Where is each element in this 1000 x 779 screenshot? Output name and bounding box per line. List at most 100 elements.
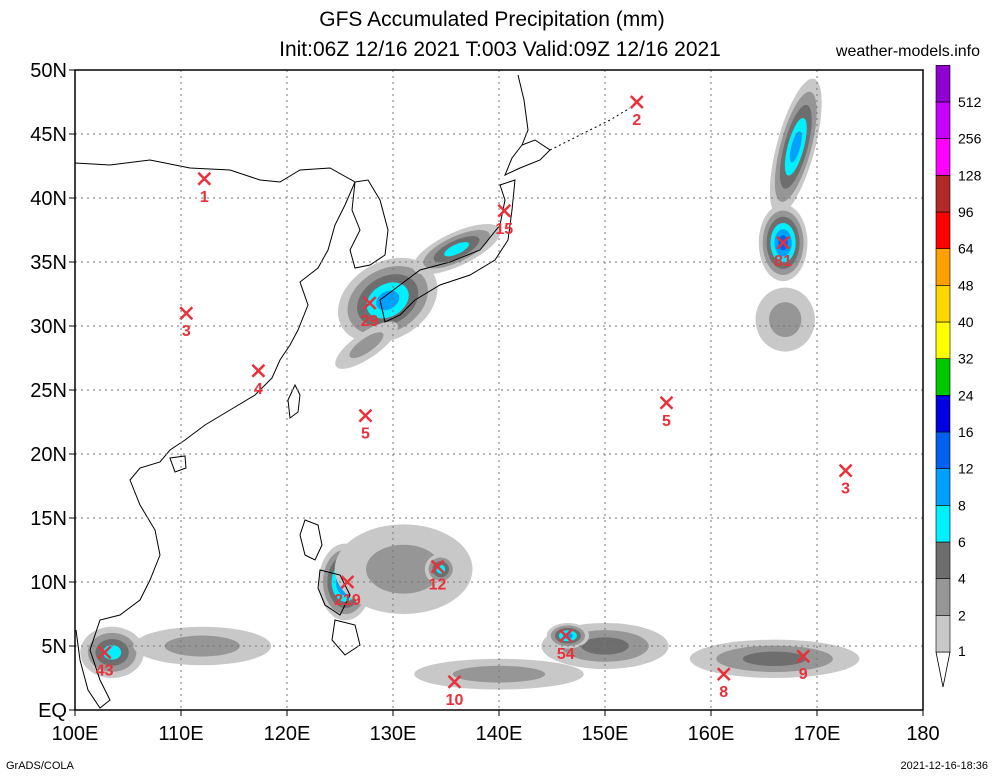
colorbar-box bbox=[935, 468, 951, 506]
marker-x-icon bbox=[179, 306, 194, 321]
marker-value: 12 bbox=[429, 577, 447, 594]
precip-area-11 bbox=[546, 622, 590, 649]
colorbar-box bbox=[935, 138, 951, 176]
lat-label: 35N bbox=[30, 252, 67, 274]
coast-kurils bbox=[549, 107, 631, 151]
precip-marker: 2 bbox=[629, 95, 644, 129]
marker-x-icon bbox=[659, 395, 674, 410]
colorbar-box bbox=[935, 541, 951, 579]
colorbar-level: 256 bbox=[958, 131, 982, 147]
colorbar-level: 32 bbox=[958, 351, 974, 367]
lon-label: 180 bbox=[906, 723, 939, 745]
lat-label: 40N bbox=[30, 188, 67, 210]
axis-labels: EQ 5N 10N 15N 20N 25N 30N 35N 40N 45N 50N 100E 110E 1… bbox=[30, 60, 939, 745]
map-subtitle: Init:06Z 12/16 2021 T:003 Valid:09Z 12/1… bbox=[279, 38, 721, 61]
marker-x-icon bbox=[251, 363, 266, 378]
colorbar-level: 8 bbox=[958, 497, 966, 513]
precip-shade bbox=[452, 665, 546, 683]
precip-marker: 3 bbox=[179, 306, 194, 340]
colorbar-box bbox=[935, 395, 951, 433]
precip-marker: 3 bbox=[838, 463, 853, 498]
colorbar-box bbox=[935, 65, 951, 103]
colorbar-box bbox=[935, 615, 951, 653]
lon-label: 110E bbox=[158, 723, 203, 745]
colorbar-level: 64 bbox=[958, 241, 974, 257]
lon-label: 140E bbox=[476, 723, 523, 745]
precip-marker: 5 bbox=[358, 408, 373, 443]
precip-area-1 bbox=[337, 257, 438, 343]
precip-area-8 bbox=[334, 524, 473, 614]
marker-value: 43 bbox=[96, 662, 114, 679]
marker-x-icon bbox=[497, 203, 512, 218]
colorbar-box bbox=[935, 248, 951, 286]
marker-x-icon bbox=[358, 408, 373, 423]
marker-value: 3 bbox=[841, 481, 850, 498]
colorbar-box bbox=[935, 175, 951, 213]
precip-area-4 bbox=[769, 78, 822, 215]
precip-shade bbox=[349, 332, 384, 359]
precip-marker: 10 bbox=[446, 674, 464, 709]
precip-area-12 bbox=[689, 639, 860, 678]
precip-marker: 12 bbox=[429, 559, 447, 594]
colorbar-level: 512 bbox=[958, 94, 982, 110]
marker-x-icon bbox=[629, 95, 644, 109]
precip-area-2 bbox=[412, 224, 501, 275]
precip-marker: 219 bbox=[334, 575, 361, 609]
lon-label: 100E bbox=[52, 723, 99, 745]
marker-x-icon bbox=[776, 235, 790, 250]
marker-x-icon bbox=[796, 649, 811, 664]
marker-value: 81 bbox=[774, 253, 792, 270]
colorbar-level: 12 bbox=[958, 461, 974, 477]
marker-x-icon bbox=[362, 296, 377, 310]
precip-marker: 81 bbox=[774, 235, 792, 270]
website-label: weather-models.info bbox=[835, 43, 980, 60]
precip-marker: 54 bbox=[557, 628, 575, 663]
lat-label: 25N bbox=[30, 380, 67, 402]
coast-visayas bbox=[317, 569, 351, 616]
marker-x-icon bbox=[716, 667, 731, 682]
lat-label: EQ bbox=[38, 700, 67, 722]
marker-value: 219 bbox=[334, 592, 361, 609]
colorbar-box bbox=[935, 211, 951, 249]
colorbar-level: 96 bbox=[958, 204, 974, 220]
colorbar-level: 4 bbox=[958, 571, 966, 587]
precip-area-3 bbox=[335, 321, 398, 369]
colorbar-box bbox=[935, 321, 951, 359]
lat-label: 5N bbox=[41, 636, 67, 658]
lat-label: 15N bbox=[30, 508, 67, 530]
precip-area-6 bbox=[755, 287, 815, 352]
lat-label: 30N bbox=[30, 316, 67, 338]
colorbar-level: 128 bbox=[958, 167, 982, 183]
coast-sakhalin bbox=[517, 74, 529, 146]
colorbar-box bbox=[935, 431, 951, 469]
marker-value: 5 bbox=[662, 413, 671, 430]
lon-label: 120E bbox=[264, 723, 311, 745]
marker-x-icon bbox=[197, 171, 212, 186]
generated-timestamp: 2021-12-16-18:36 bbox=[900, 760, 988, 772]
marker-x-icon bbox=[838, 463, 853, 478]
marker-value: 10 bbox=[446, 692, 464, 709]
lat-label: 50N bbox=[30, 60, 67, 82]
marker-value: 29 bbox=[361, 313, 379, 330]
precip-shade bbox=[769, 302, 802, 338]
colorbar-level: 6 bbox=[958, 534, 966, 550]
precip-area-13 bbox=[80, 626, 144, 678]
lat-label: 45N bbox=[30, 124, 67, 146]
colorbar-level: 40 bbox=[958, 314, 974, 330]
precip-marker: 8 bbox=[716, 667, 731, 701]
colorbar-level: 1 bbox=[958, 643, 966, 659]
coast-honshu bbox=[379, 179, 516, 323]
colorbar-level: 48 bbox=[958, 277, 974, 293]
marker-value: 5 bbox=[361, 426, 370, 443]
marker-value: 2 bbox=[632, 112, 641, 129]
colorbar-box bbox=[935, 505, 951, 543]
marker-x-icon bbox=[430, 559, 445, 574]
lon-label: 130E bbox=[370, 723, 417, 745]
colorbar-level: 16 bbox=[958, 424, 974, 440]
coast-asia-mainland bbox=[74, 159, 356, 709]
precip-area-15 bbox=[414, 658, 584, 690]
coast-hokkaido bbox=[504, 139, 551, 176]
marker-x-icon bbox=[97, 645, 112, 660]
